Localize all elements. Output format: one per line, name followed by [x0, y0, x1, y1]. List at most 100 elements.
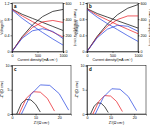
- tick: 0: [87, 52, 89, 58]
- axis-line: [88, 115, 147, 116]
- panel-label: c: [14, 67, 17, 72]
- tick-mark: [11, 3, 13, 4]
- tick-label: 0: [8, 113, 10, 117]
- x-axis: 05001000: [12, 52, 68, 58]
- tick: 10: [6, 64, 13, 68]
- x-axis: 05001000: [87, 52, 143, 58]
- tick-mark: [11, 114, 13, 115]
- tick-label: 500: [35, 54, 41, 58]
- tick: 0.4: [5, 34, 13, 38]
- tick: 1.2: [80, 2, 88, 6]
- panel: 0500100000.40.81.20200400600aCurrent den…: [0, 2, 77, 62]
- panel: 010200510cZ'/(Ω cm²)-Z''/(Ω cm²): [0, 64, 72, 124]
- series-line: [87, 9, 138, 28]
- series-line: [91, 103, 109, 114]
- tick: 0.4: [80, 34, 88, 38]
- tick-label: 0: [83, 113, 85, 117]
- axis-line: [139, 4, 140, 53]
- tick: 600: [138, 2, 147, 6]
- plot-area: [87, 5, 138, 52]
- tick-mark: [138, 52, 140, 53]
- panel-label: a: [14, 4, 17, 9]
- tick-mark: [86, 52, 88, 53]
- tick-label: 1.2: [80, 2, 85, 6]
- tick-label: 10: [6, 64, 10, 68]
- tick-label: 0: [87, 116, 89, 120]
- series-line: [12, 9, 63, 30]
- tick-mark: [86, 114, 88, 115]
- series-line: [87, 25, 138, 51]
- tick: 0: [138, 50, 143, 54]
- tick-label: 0.4: [5, 34, 10, 38]
- y-axis: 0 0.4 0.8 1.2: [5, 2, 13, 55]
- tick-mark: [11, 35, 13, 36]
- tick-label: 20: [58, 116, 62, 120]
- axis-line: [13, 115, 72, 116]
- tick: 20: [133, 114, 137, 120]
- series-line: [12, 20, 63, 51]
- tick: 400: [63, 18, 72, 22]
- series-line: [12, 29, 63, 52]
- plot-area: [91, 89, 137, 114]
- series-line: [95, 89, 136, 114]
- tick: 0: [12, 52, 14, 58]
- series-line: [93, 96, 123, 114]
- x-axis-title: Current density/(mA cm⁻²): [18, 58, 58, 62]
- tick-label: 1.2: [5, 2, 10, 6]
- tick-label: 5: [8, 88, 10, 92]
- y2-axis: 0 200 400 600: [138, 2, 147, 55]
- series-line: [21, 85, 68, 114]
- tick-label: 200: [141, 34, 147, 38]
- tick-label: 5: [83, 88, 85, 92]
- tick: 0.8: [5, 18, 13, 22]
- tick-label: 0: [66, 50, 68, 54]
- tick: 0: [83, 113, 88, 117]
- x-axis-title: Z'/(Ω cm²): [34, 121, 50, 125]
- tick: 600: [63, 2, 72, 6]
- tick: 500: [110, 52, 116, 58]
- y-axis: 0 0.4 0.8 1.2: [80, 2, 88, 55]
- figure: 0500100000.40.81.20200400600aCurrent den…: [0, 0, 150, 125]
- tick-mark: [11, 19, 13, 20]
- tick-mark: [63, 35, 65, 36]
- x-axis-title: Z'/(Ω cm²): [109, 121, 125, 125]
- tick-mark: [11, 52, 13, 53]
- series-line: [87, 5, 138, 52]
- x-axis: 0 10 20: [87, 114, 147, 120]
- panel: 010200510dZ'/(Ω cm²)-Z''/(Ω cm²): [75, 64, 147, 124]
- tick-label: 400: [141, 18, 147, 22]
- tick: 5: [83, 88, 88, 92]
- tick-mark: [63, 3, 65, 4]
- tick-mark: [86, 3, 88, 4]
- tick: 0: [83, 50, 88, 54]
- tick-label: 10: [109, 116, 113, 120]
- tick-mark: [138, 19, 140, 20]
- tick-mark: [86, 90, 88, 91]
- tick-label: 0: [83, 50, 85, 54]
- tick: 0: [8, 113, 13, 117]
- tick-mark: [138, 3, 140, 4]
- axis-line: [86, 66, 88, 115]
- tick: 400: [138, 18, 147, 22]
- tick-label: 600: [66, 2, 72, 6]
- tick: 500: [35, 52, 41, 58]
- tick: 10: [81, 64, 88, 68]
- tick-mark: [63, 19, 65, 20]
- tick-label: 600: [141, 2, 147, 6]
- tick: 10: [34, 114, 38, 120]
- axis-line: [11, 4, 13, 53]
- tick-mark: [86, 35, 88, 36]
- tick: 0.8: [80, 18, 88, 22]
- axis-line: [64, 4, 65, 53]
- y-axis-title: Voltage/V: [0, 19, 4, 35]
- x-axis-title: Current density/(mA cm⁻²): [93, 58, 133, 62]
- tick-label: 0: [12, 116, 14, 120]
- tick: 20: [58, 114, 62, 120]
- plot-frame: [12, 66, 71, 115]
- tick-label: 400: [66, 18, 72, 22]
- tick: 0: [8, 50, 13, 54]
- tick-label: 0: [141, 50, 143, 54]
- tick-mark: [11, 66, 13, 67]
- tick-mark: [11, 90, 13, 91]
- tick: 200: [63, 34, 72, 38]
